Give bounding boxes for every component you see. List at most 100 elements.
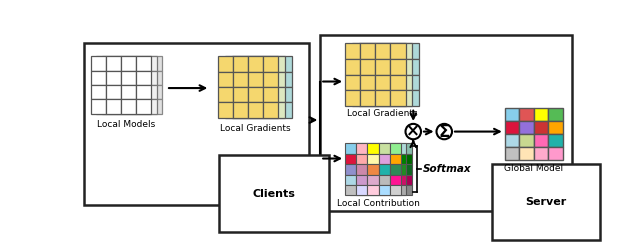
Bar: [121, 99, 136, 114]
Bar: [345, 174, 356, 185]
Bar: [395, 154, 406, 164]
Bar: [382, 59, 397, 75]
Bar: [248, 56, 263, 71]
Bar: [141, 70, 157, 85]
Bar: [382, 90, 397, 106]
Bar: [270, 87, 285, 102]
Bar: [106, 85, 121, 99]
Bar: [548, 108, 563, 121]
Bar: [91, 56, 106, 70]
Bar: [232, 56, 247, 71]
Bar: [117, 99, 132, 114]
Bar: [91, 70, 106, 85]
Bar: [390, 43, 406, 59]
Bar: [505, 108, 519, 121]
Bar: [121, 56, 136, 70]
Circle shape: [406, 124, 421, 139]
Bar: [397, 75, 412, 90]
Bar: [359, 59, 374, 75]
Bar: [262, 102, 277, 118]
Bar: [136, 56, 151, 70]
Bar: [255, 71, 270, 87]
Bar: [395, 174, 406, 185]
Bar: [390, 90, 406, 106]
Bar: [352, 75, 367, 90]
Bar: [141, 85, 157, 99]
Bar: [378, 164, 390, 174]
Bar: [367, 185, 378, 195]
Bar: [360, 59, 375, 75]
Bar: [255, 87, 270, 102]
Bar: [352, 59, 367, 75]
Bar: [534, 147, 548, 160]
Bar: [277, 56, 292, 71]
Bar: [255, 56, 270, 71]
Bar: [102, 56, 117, 70]
Bar: [345, 59, 360, 75]
Bar: [397, 90, 412, 106]
Bar: [356, 174, 367, 185]
Bar: [351, 174, 362, 185]
Bar: [356, 174, 367, 185]
Bar: [84, 43, 308, 205]
Bar: [390, 174, 401, 185]
Bar: [232, 87, 247, 102]
Bar: [240, 56, 255, 71]
Bar: [96, 70, 111, 85]
Bar: [367, 174, 378, 185]
Bar: [356, 143, 367, 154]
Bar: [404, 90, 419, 106]
Bar: [367, 43, 382, 59]
Bar: [277, 87, 292, 102]
Bar: [233, 87, 248, 102]
Bar: [345, 154, 356, 164]
Bar: [389, 75, 404, 90]
Bar: [240, 102, 255, 118]
Bar: [548, 147, 563, 160]
Bar: [534, 108, 548, 121]
Bar: [218, 56, 233, 71]
Bar: [372, 185, 384, 195]
Bar: [389, 90, 404, 106]
Bar: [360, 43, 375, 59]
Bar: [362, 174, 372, 185]
Bar: [375, 59, 390, 75]
Bar: [397, 43, 412, 59]
Bar: [263, 102, 278, 118]
Bar: [356, 185, 367, 195]
Bar: [127, 70, 141, 85]
Bar: [389, 154, 401, 164]
Bar: [218, 87, 233, 102]
Bar: [351, 185, 362, 195]
Bar: [351, 143, 362, 154]
Bar: [345, 185, 356, 195]
Bar: [345, 143, 356, 154]
Bar: [320, 35, 572, 211]
Bar: [233, 56, 248, 71]
Bar: [263, 71, 278, 87]
Bar: [127, 56, 141, 70]
Bar: [233, 71, 248, 87]
Bar: [367, 164, 378, 174]
Bar: [360, 75, 375, 90]
Bar: [247, 71, 262, 87]
Bar: [270, 102, 285, 118]
Text: Local Gradients: Local Gradients: [220, 124, 291, 133]
Bar: [136, 99, 151, 114]
Bar: [147, 99, 162, 114]
Bar: [367, 185, 378, 195]
Bar: [232, 71, 247, 87]
Bar: [218, 71, 233, 87]
Bar: [132, 70, 147, 85]
Bar: [247, 102, 262, 118]
Bar: [374, 43, 389, 59]
Bar: [359, 90, 374, 106]
Bar: [127, 99, 141, 114]
Bar: [404, 59, 419, 75]
Bar: [345, 75, 360, 90]
Bar: [106, 70, 121, 85]
Bar: [401, 154, 412, 164]
Circle shape: [436, 124, 452, 139]
Bar: [121, 70, 136, 85]
Bar: [102, 70, 117, 85]
